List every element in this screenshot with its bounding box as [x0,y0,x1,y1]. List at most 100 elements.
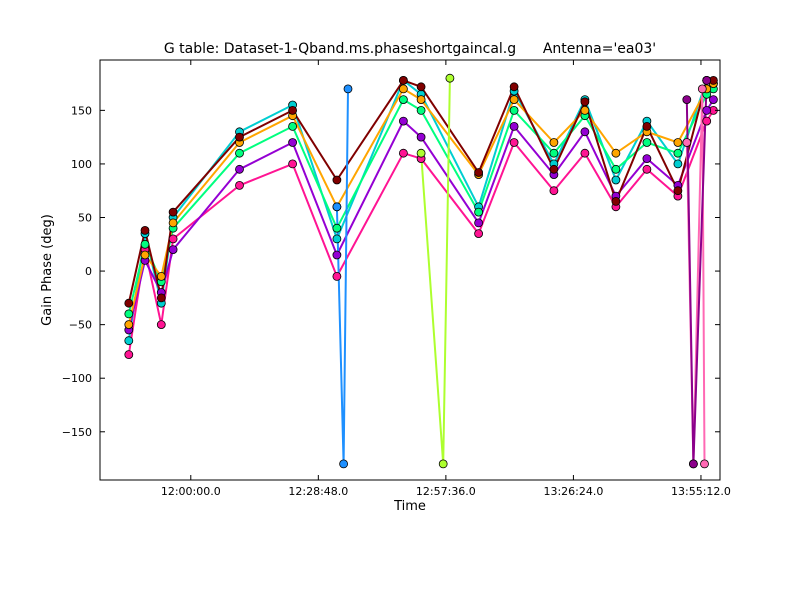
series-5-point [168,218,178,228]
series-6-point [332,175,342,185]
series-7-point [343,84,353,94]
series-6-point [235,132,244,142]
series-5-point [156,271,166,281]
series-9-point [700,459,709,469]
x-tick-label: 12:00:00.0 [161,485,221,498]
series-3-point [288,138,298,147]
series-3-point [474,218,484,228]
series-2-point [549,186,559,196]
series-5-point [611,148,621,158]
x-tick-label: 13:26:24.0 [543,485,603,498]
series-4-point [288,122,298,131]
y-tick-label: −100 [62,372,92,385]
series-5-point [549,138,559,147]
series-3-point [580,127,590,137]
series-2-point [642,164,652,174]
series-6-point [288,106,298,115]
x-tick-label: 12:28:48.0 [288,485,348,498]
series-9-point [697,84,707,94]
series-6-point [580,97,590,107]
x-axis: 12:00:00.0 12:28:48.0 12:57:36.0 13:26:24.0… [161,60,731,498]
series-3-point [642,154,652,164]
series-5-point [673,138,683,147]
series-1-point [611,175,621,185]
y-tick-label: −50 [69,319,92,332]
series-3-point [509,122,519,131]
series-3-point [168,245,178,255]
series-6-point [642,122,652,131]
series-3-point [332,250,342,260]
series-1-point [332,234,342,244]
series-1-point [124,336,134,346]
series-2-point [332,271,342,281]
series-2-point [235,180,244,190]
series-4-point [416,106,426,115]
y-tick-label: 100 [71,158,92,171]
series-2-point [156,320,166,330]
series-2-point [168,234,178,244]
series-8-point [438,459,448,469]
series-7-point [332,202,342,212]
series-4-point [398,95,408,104]
series-6-point [549,164,559,174]
chart-title: G table: Dataset-1-Qband.ms.phaseshortga… [164,41,656,57]
series-10-point [682,95,692,104]
series-4-point [332,223,342,233]
series-1-point [673,159,683,169]
series-2-point [124,350,134,360]
series-5-point [140,250,150,260]
y-axis: 150 100 50 0 −50 −100 −150 [62,104,720,439]
series-6-point [124,298,134,308]
series-4-point [140,239,150,249]
series-5-point [124,320,134,330]
series-10-point [689,459,698,469]
series-6-point [611,196,621,206]
series-4-point [509,106,519,115]
series-5-point [509,95,519,104]
series-6-point [416,82,426,92]
series-6-point [168,207,178,217]
series-6-point [673,186,683,196]
series-6-point [474,168,484,177]
series-7-point [339,459,349,469]
series-5-point [580,106,590,115]
series-6-point [509,82,519,92]
series-2-point [474,229,484,239]
y-tick-label: 0 [85,265,92,278]
series-2-point [509,138,519,147]
series-4-point [124,309,134,319]
series-4-point [611,164,621,174]
x-tick-label: 13:55:12.0 [671,485,731,498]
series-line-3 [127,99,715,331]
series-4-point [549,148,559,158]
series-4-point [673,148,683,158]
axes-frame [99,59,721,481]
series-2-point [288,159,298,169]
series-6-point [156,293,166,303]
series-2-point [580,148,590,158]
series-3-point [702,106,712,115]
y-tick-label: 150 [71,104,92,117]
y-tick-label: 50 [78,212,92,225]
series-9-point [682,138,692,147]
x-tick-label: 12:57:36.0 [416,485,476,498]
series-5-point [398,84,408,94]
series-10-point [702,76,712,85]
series-3-point [398,116,408,126]
series-8-point [445,73,455,83]
plot-area [124,73,718,469]
series-2-point [702,116,712,126]
series-3-point [235,164,244,174]
series-6-point [140,225,150,235]
series-2-point [398,148,408,158]
y-axis-label: Gain Phase (deg) [40,214,55,326]
series-3-point [709,95,718,104]
series-4-point [474,207,484,217]
series-3-point [416,132,426,142]
series-5-point [416,95,426,104]
y-tick-label: −150 [62,426,92,439]
x-axis-label: Time [393,499,426,514]
series-8-point [416,148,426,158]
